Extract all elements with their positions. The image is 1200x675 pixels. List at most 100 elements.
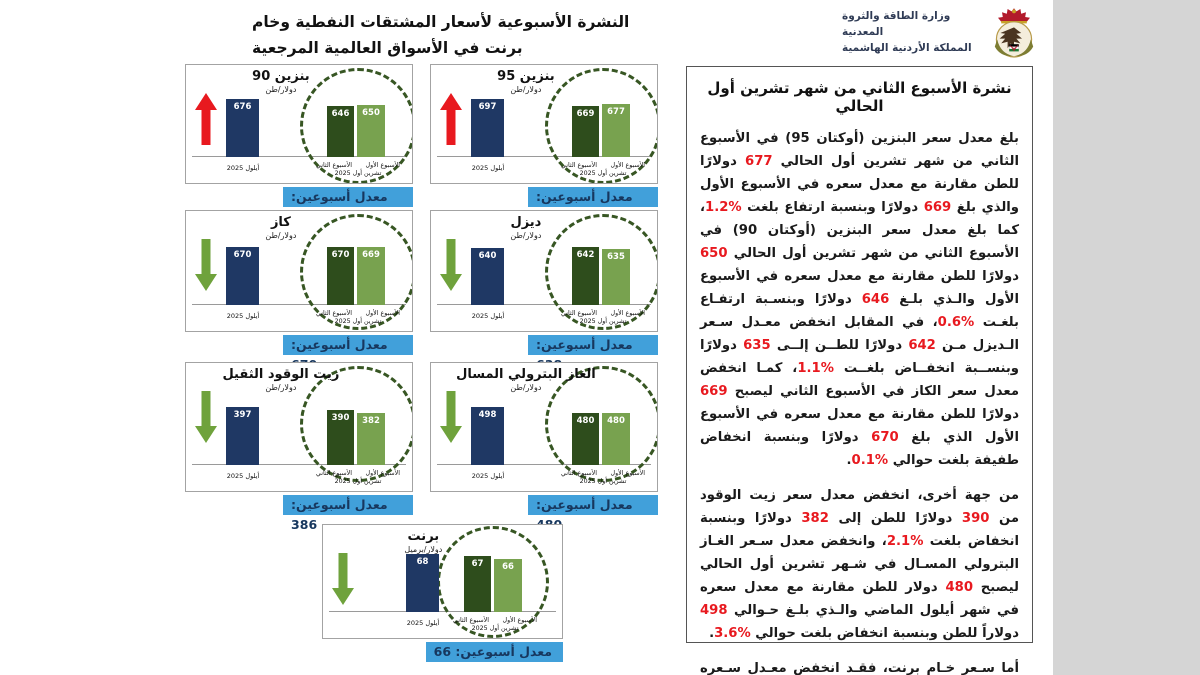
highlight-number: 650 (700, 246, 728, 261)
two-week-average-banner: معدل أسبوعين: 480 (528, 495, 658, 532)
month-axis-label: تشرين أول 2025 (334, 478, 382, 485)
chart-unit-label: دولار/طن (265, 231, 297, 240)
arrow-up-icon (195, 93, 217, 145)
bar-week-second: 67 (464, 556, 491, 612)
chart-header: كاز دولار/طن (209, 215, 354, 240)
chart-header: بنزين 95 دولار/طن (454, 69, 599, 94)
month-axis-label: تشرين أول 2025 (579, 318, 627, 325)
axis-baseline (192, 156, 406, 157)
weeks-highlight-circle (545, 214, 657, 330)
bar-week-first: 635 (602, 249, 630, 305)
two-week-average-banner: معدل أسبوعين: 648 (283, 187, 413, 224)
week-first-axis-label: الأسبوع الأول (610, 310, 646, 317)
week-second-axis-label: الأسبوع الثاني (561, 470, 598, 477)
week-second-axis-label: الأسبوع الثاني (316, 470, 353, 477)
week-first-axis-label: الأسبوع الأول (365, 310, 401, 317)
bar-value: 480 (607, 416, 625, 426)
price-chart: بنزين 90 دولار/طن 676 646 650 أيلول 2025… (185, 64, 413, 224)
highlight-number: 480 (945, 580, 973, 595)
bar-week-first: 66 (494, 559, 522, 612)
weeks-highlight-circle (300, 214, 412, 330)
bar-week-first: 650 (357, 105, 385, 157)
ministry-name: وزارة الطاقة والثروة المعدنية (842, 10, 951, 39)
week-second-axis-label: الأسبوع الثاني (316, 310, 353, 317)
september-axis-label: أيلول 2025 (226, 164, 260, 172)
bar-value: 646 (331, 109, 350, 119)
axis-baseline (329, 611, 556, 612)
chart-plot-area: برنت دولار/برميل 68 67 66 أيلول 2025 الأ… (322, 524, 563, 639)
weeks-axis-labels: الأسبوع الثاني الأسبوع الأول تشرين أول 2… (316, 310, 400, 326)
axis-baseline (437, 156, 651, 157)
bar-value: 677 (607, 107, 625, 117)
bar-value: 66 (502, 562, 514, 572)
bar-value: 390 (331, 413, 350, 423)
month-axis-label: تشرين أول 2025 (471, 625, 519, 632)
bulletin-paragraph: من جهة أخرى، انخفض معدل سعر زيت الوقود م… (700, 488, 1020, 641)
weeks-axis-labels: الأسبوع الثاني الأسبوع الأول تشرين أول 2… (316, 470, 400, 486)
weeks-axis-labels: الأسبوع الثاني الأسبوع الأول تشرين أول 2… (561, 310, 645, 326)
axis-baseline (192, 464, 406, 465)
bar-value: 382 (362, 416, 380, 426)
bar-week-first: 669 (357, 247, 385, 305)
highlight-number: 646 (861, 292, 890, 307)
month-axis-label: تشرين أول 2025 (579, 478, 627, 485)
highlight-number: %2.1 (886, 534, 924, 549)
highlight-number: 670 (871, 430, 899, 445)
september-axis-label: أيلول 2025 (471, 312, 505, 320)
price-chart: زيت الوقود الثقيل دولار/طن 397 390 382 أ… (185, 362, 413, 532)
month-axis-label: تشرين أول 2025 (334, 170, 382, 177)
week-first-axis-label: الأسبوع الأول (610, 162, 646, 169)
chart-plot-area: بنزين 90 دولار/طن 676 646 650 أيلول 2025… (185, 64, 413, 184)
page-title: النشرة الأسبوعية لأسعار المشتقات النفطية… (252, 13, 630, 57)
bar-week-second: 390 (327, 410, 354, 465)
highlight-number: 669 (700, 384, 728, 399)
background-strip (1053, 0, 1200, 675)
weeks-highlight-circle (300, 68, 412, 183)
chart-header: الغاز البترولي المسال دولار/طن (454, 367, 599, 392)
arrow-down-icon (195, 391, 217, 443)
bar-week-first: 382 (357, 413, 385, 465)
axis-baseline (192, 304, 406, 305)
price-chart: الغاز البترولي المسال دولار/طن 498 480 4… (430, 362, 658, 532)
bulletin-paragraph: أما سـعر خـام برنت، فقـد انخفض معـدل سـع… (700, 661, 1019, 675)
axis-baseline (437, 304, 651, 305)
week-second-axis-label: الأسبوع الثاني (453, 617, 490, 624)
chart-plot-area: كاز دولار/طن 670 670 669 أيلول 2025 الأس… (185, 210, 413, 332)
bar-value: 676 (233, 102, 252, 112)
bar-value: 480 (576, 416, 595, 426)
chart-header: برنت دولار/برميل (347, 529, 500, 554)
bulletin-paragraph: بلغ معدل سعر البنزين (أوكتان 95) في الأس… (700, 131, 1020, 468)
bar-value: 397 (233, 410, 252, 420)
week-second-axis-label: الأسبوع الثاني (561, 162, 598, 169)
bar-week-second: 670 (327, 247, 354, 305)
highlight-number: 642 (908, 338, 936, 353)
week-first-axis-label: الأسبوع الأول (365, 162, 401, 169)
price-chart: برنت دولار/برميل 68 67 66 أيلول 2025 الأ… (322, 524, 563, 662)
jordan-coat-of-arms-icon (994, 8, 1034, 58)
chart-header: زيت الوقود الثقيل دولار/طن (209, 367, 354, 392)
kingdom-name: المملكة الأردنية الهاشمية (842, 41, 972, 54)
chart-unit-label: دولار/طن (265, 383, 297, 392)
highlight-number: %1.2 (705, 200, 742, 215)
weeks-highlight-circle (545, 68, 657, 183)
week-first-axis-label: الأسبوع الأول (610, 470, 646, 477)
chart-unit-label: دولار/طن (510, 85, 542, 94)
bulletin-panel: نشرة الأسبوع الثاني من شهر تشرين أول الح… (686, 66, 1033, 675)
two-week-average-banner: معدل أسبوعين: 670 (283, 335, 413, 372)
highlight-number: 390 (961, 511, 990, 526)
highlight-number: 382 (801, 511, 829, 526)
september-axis-label: أيلول 2025 (406, 619, 440, 627)
bar-value: 68 (416, 557, 429, 567)
bar-value: 669 (362, 250, 380, 260)
weeks-axis-labels: الأسبوع الثاني الأسبوع الأول تشرين أول 2… (561, 470, 645, 486)
september-axis-label: أيلول 2025 (471, 164, 505, 172)
two-week-average-banner: معدل أسبوعين: 386 (283, 495, 413, 532)
week-second-axis-label: الأسبوع الثاني (561, 310, 598, 317)
september-axis-label: أيلول 2025 (471, 472, 505, 480)
price-chart: ديزل دولار/طن 640 642 635 أيلول 2025 الأ… (430, 210, 658, 372)
chart-plot-area: ديزل دولار/طن 640 642 635 أيلول 2025 الأ… (430, 210, 658, 332)
chart-title: برنت (407, 529, 440, 544)
week-first-axis-label: الأسبوع الأول (365, 470, 401, 477)
chart-plot-area: زيت الوقود الثقيل دولار/طن 397 390 382 أ… (185, 362, 413, 492)
ministry-logo-text: وزارة الطاقة والثروة المعدنية المملكة ال… (842, 9, 980, 56)
